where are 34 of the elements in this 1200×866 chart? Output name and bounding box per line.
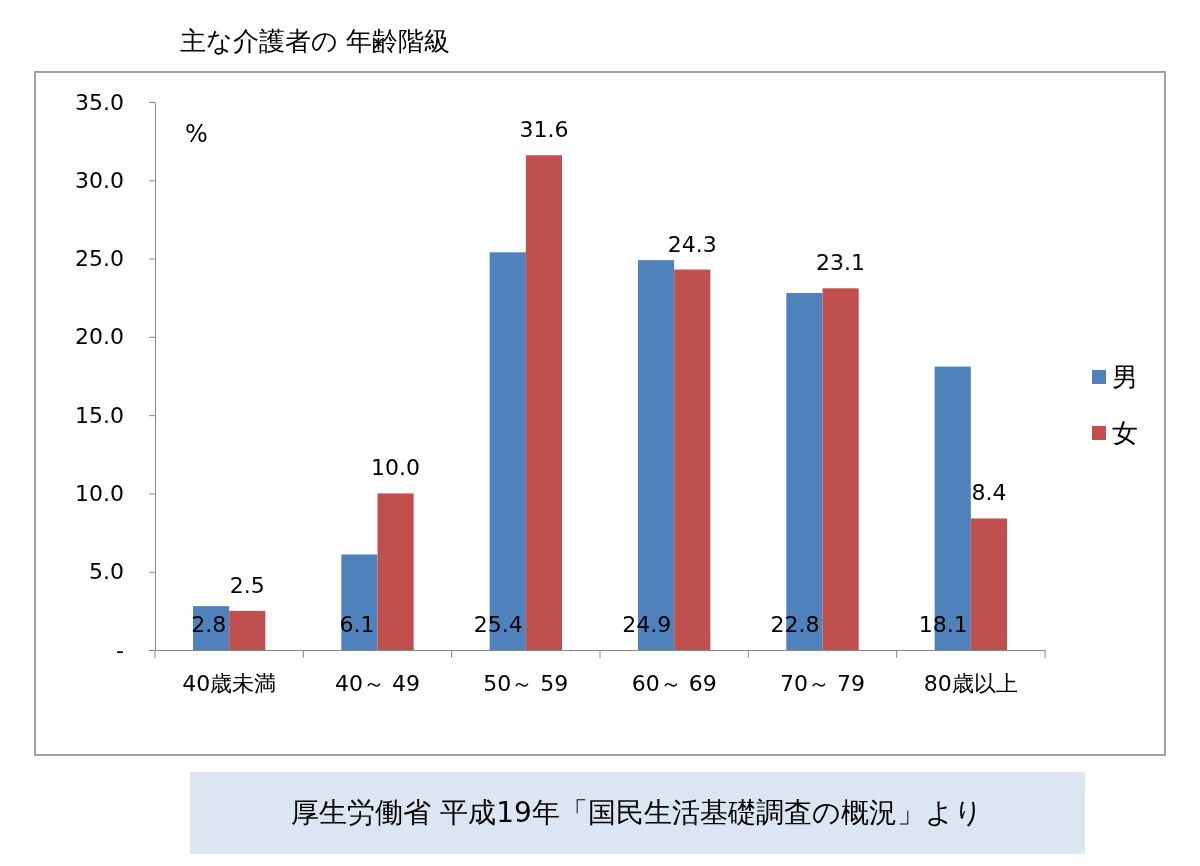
bar — [674, 269, 711, 650]
y-tick-label: 10.0 — [75, 480, 124, 506]
x-tick-label: 80歳以上 — [923, 671, 1018, 696]
legend-label: 女 — [1112, 418, 1138, 448]
y-tick-label: 20.0 — [75, 324, 124, 350]
y-tick-label: 15.0 — [75, 402, 124, 428]
data-label: 6.1 — [339, 612, 375, 637]
y-tick-label: 30.0 — [75, 167, 124, 193]
text: 厚生労働省 平成19年「国民生活基礎調査の概況」より — [291, 796, 983, 829]
chart-title: 主な介護者の 年齢階級 — [180, 26, 451, 56]
y-tick-label: - — [116, 637, 124, 663]
y-tick-label: 5.0 — [89, 559, 124, 585]
legend-label: 男 — [1112, 362, 1138, 392]
y-axis-title: % — [185, 120, 208, 148]
x-tick-label: 40歳未満 — [182, 671, 277, 696]
data-label: 23.1 — [816, 250, 866, 276]
y-tick-label: 35.0 — [75, 89, 124, 115]
x-tick-label: 60～ 69 — [631, 671, 717, 696]
x-tick-label: 50～ 59 — [483, 671, 569, 696]
x-tick-label: 40～ 49 — [335, 671, 420, 696]
bar — [377, 493, 414, 650]
data-label: 31.6 — [519, 117, 569, 143]
data-label: 10.0 — [371, 455, 421, 481]
data-label: 8.4 — [971, 480, 1007, 506]
data-label: 2.8 — [191, 612, 227, 637]
bar — [822, 288, 859, 650]
bar — [341, 554, 378, 650]
bar — [970, 518, 1008, 650]
y-tick-label: 25.0 — [75, 246, 124, 272]
bar — [525, 155, 563, 650]
bar — [229, 610, 266, 650]
data-label: 24.3 — [667, 231, 717, 257]
data-label: 2.5 — [229, 572, 265, 598]
x-tick-label: 70～ 79 — [780, 671, 865, 696]
